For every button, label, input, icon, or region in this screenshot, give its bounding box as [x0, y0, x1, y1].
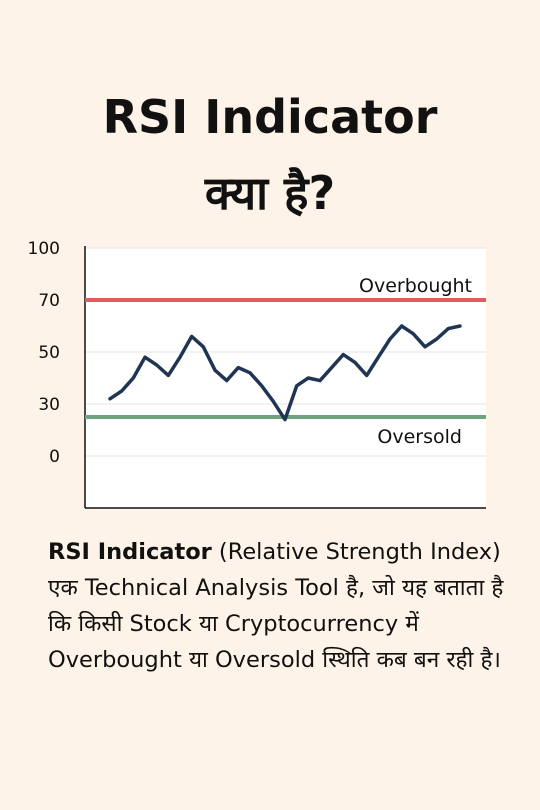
rsi-chart: 100 70 50 30 0 Overbought Oversold	[20, 240, 500, 520]
y-tick-label: 0	[49, 447, 60, 467]
y-tick-label: 100	[28, 240, 60, 259]
description-text: (Relative Strength Index) एक Technical A…	[48, 539, 504, 673]
description-bold: RSI Indicator	[48, 539, 212, 565]
rsi-chart-svg: 100 70 50 30 0 Overbought Oversold	[28, 240, 486, 509]
reference-label-overbought: Overbought	[359, 275, 472, 297]
y-tick-label: 30	[38, 395, 60, 415]
y-tick-label: 50	[38, 343, 60, 363]
plot-background	[85, 248, 486, 508]
reference-label-oversold: Oversold	[377, 426, 462, 448]
page-title-line-1: RSI Indicator	[102, 90, 438, 144]
y-tick-label: 70	[38, 291, 60, 311]
page-title-line-2: क्या है?	[204, 166, 336, 220]
description: RSI Indicator (Relative Strength Index) …	[48, 534, 518, 678]
